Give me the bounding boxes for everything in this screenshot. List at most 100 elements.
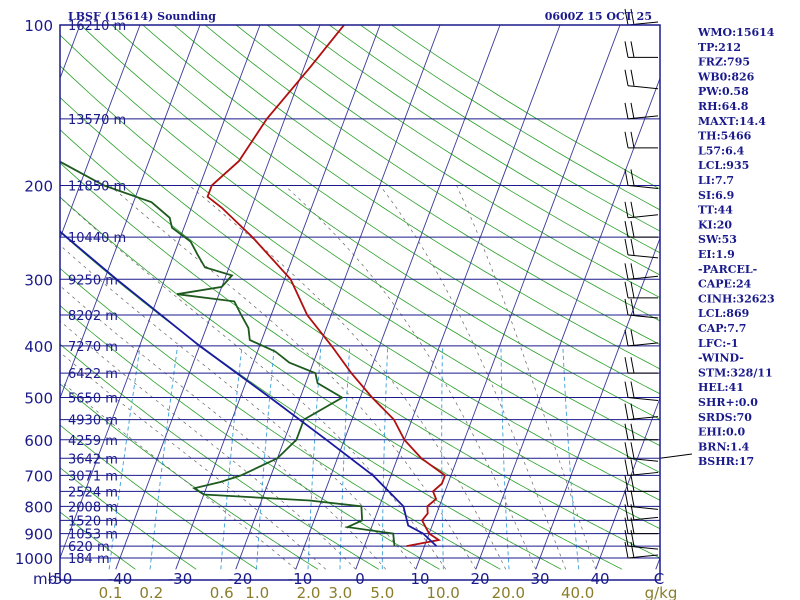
dry-adiabat <box>60 267 501 570</box>
wind-barb-staff <box>627 505 659 510</box>
wind-barb-feather <box>630 517 635 534</box>
wind-barb-feather <box>624 357 629 374</box>
wind-barb <box>624 357 658 374</box>
wind-barb <box>624 169 659 189</box>
mixing-ratio-line <box>307 345 322 570</box>
temperature-tick: -20 <box>228 570 253 588</box>
wind-barb-feather <box>624 169 629 186</box>
dry-adiabat <box>60 424 258 570</box>
index-value: SI:6.9 <box>698 189 734 202</box>
wind-barb-feather <box>630 298 635 316</box>
index-value: TT:44 <box>698 204 733 217</box>
wind-barb-staff <box>627 184 659 189</box>
index-value: CAP:7.7 <box>698 322 746 335</box>
height-label: 1053 m <box>68 528 118 543</box>
wind-barb-feather <box>624 69 629 86</box>
wind-barb-feather <box>624 131 629 148</box>
temperature-tick: -50 <box>48 570 73 588</box>
wind-barb-feather <box>630 490 635 507</box>
index-value: TH:5466 <box>698 130 752 143</box>
wind-barb-staff <box>627 214 659 219</box>
height-label: 184 m <box>68 552 110 567</box>
isotherm <box>60 25 261 560</box>
chart-title-left: LBSF (15614) Sounding <box>68 10 216 23</box>
height-label: 2524 m <box>68 485 118 500</box>
plot-frame <box>59 24 661 581</box>
dry-adiabat <box>60 467 197 570</box>
dry-adiabat <box>60 196 623 570</box>
mixing-ratio-line <box>220 345 243 570</box>
wind-barb-feather <box>630 541 635 559</box>
index-value: LI:7.7 <box>698 174 734 187</box>
wind-barb-feather <box>630 263 635 280</box>
dry-adiabat <box>173 25 660 346</box>
temperature-tick: -30 <box>168 570 193 588</box>
pressure-tick: 400 <box>24 338 53 356</box>
index-value: EI:1.9 <box>698 248 735 261</box>
temperature-tick: 10 <box>410 570 429 588</box>
wind-barb-staff <box>627 85 659 90</box>
mixing-ratio-label: 5.0 <box>370 584 394 600</box>
wind-barb-feather <box>630 423 635 440</box>
isotherm <box>60 25 141 240</box>
wind-barb-staff <box>627 416 659 421</box>
mixing-ratio-label: 2.0 <box>297 584 321 600</box>
index-value: SRDS:70 <box>698 411 752 424</box>
isotherm <box>60 25 201 400</box>
index-value: WMO:15614 <box>697 26 775 39</box>
wind-barb-feather <box>624 442 629 459</box>
mixing-ratio-label: 10.0 <box>426 584 459 600</box>
moist-adiabat <box>379 185 567 570</box>
wind-barb-feather <box>630 357 635 374</box>
wind-barb-feather <box>630 238 635 256</box>
wind-barb <box>624 504 659 521</box>
wind-barb-staff <box>627 516 659 521</box>
dry-adiabat <box>235 25 660 299</box>
height-label: 4259 m <box>68 434 118 449</box>
height-label: 8202 m <box>68 309 118 324</box>
wind-barb-feather <box>630 41 635 58</box>
wind-barb-feather <box>630 281 635 298</box>
index-leader-line <box>659 453 693 459</box>
dry-adiabat <box>142 25 660 370</box>
dry-adiabat <box>266 25 660 276</box>
wind-barb-feather <box>624 201 629 218</box>
pressure-tick: 1000 <box>15 550 53 568</box>
wind-barb <box>624 201 659 219</box>
pressure-tick: 600 <box>24 432 53 450</box>
wind-barb-feather <box>630 8 635 26</box>
height-label: 13570 m <box>68 113 126 128</box>
wind-barb-feather <box>630 459 635 476</box>
mixing-ratio-line <box>381 345 389 570</box>
dry-adiabat <box>204 25 660 322</box>
wind-barb-feather <box>624 381 629 398</box>
wind-barb <box>624 221 658 238</box>
wind-barb <box>624 281 658 299</box>
axis-label-layer: 16210 m 13570 m 11850 m 10440 m 9250 m 8202 m… <box>15 17 678 600</box>
index-value: FRZ:795 <box>698 56 750 69</box>
profile-layer <box>60 25 447 547</box>
mixing-ratio-unit: g/kg <box>645 584 678 600</box>
temperature-axis-label: C <box>654 570 664 588</box>
height-label: 10440 m <box>68 231 126 246</box>
temperature-tick: -40 <box>108 570 133 588</box>
wind-barb <box>624 403 659 421</box>
wind-barb <box>624 423 658 441</box>
mixing-ratio-line <box>108 345 141 570</box>
wind-barb-feather <box>624 329 629 346</box>
dry-adiabat <box>60 96 660 501</box>
wind-barb <box>624 475 658 492</box>
wind-barb-feather <box>630 381 635 398</box>
index-value: LFC:-1 <box>698 337 739 350</box>
wind-barb-feather <box>630 221 635 238</box>
pressure-tick: 800 <box>24 498 53 516</box>
isotherm <box>175 25 381 570</box>
wind-barb-staff <box>627 397 659 402</box>
index-value: CINH:32623 <box>698 292 775 305</box>
wind-barb-feather <box>624 403 629 420</box>
wind-barb-feather <box>630 102 635 119</box>
wind-barb-feather <box>630 504 635 521</box>
wind-barb-staff <box>627 314 659 319</box>
index-value: BSHR:17 <box>698 455 754 468</box>
